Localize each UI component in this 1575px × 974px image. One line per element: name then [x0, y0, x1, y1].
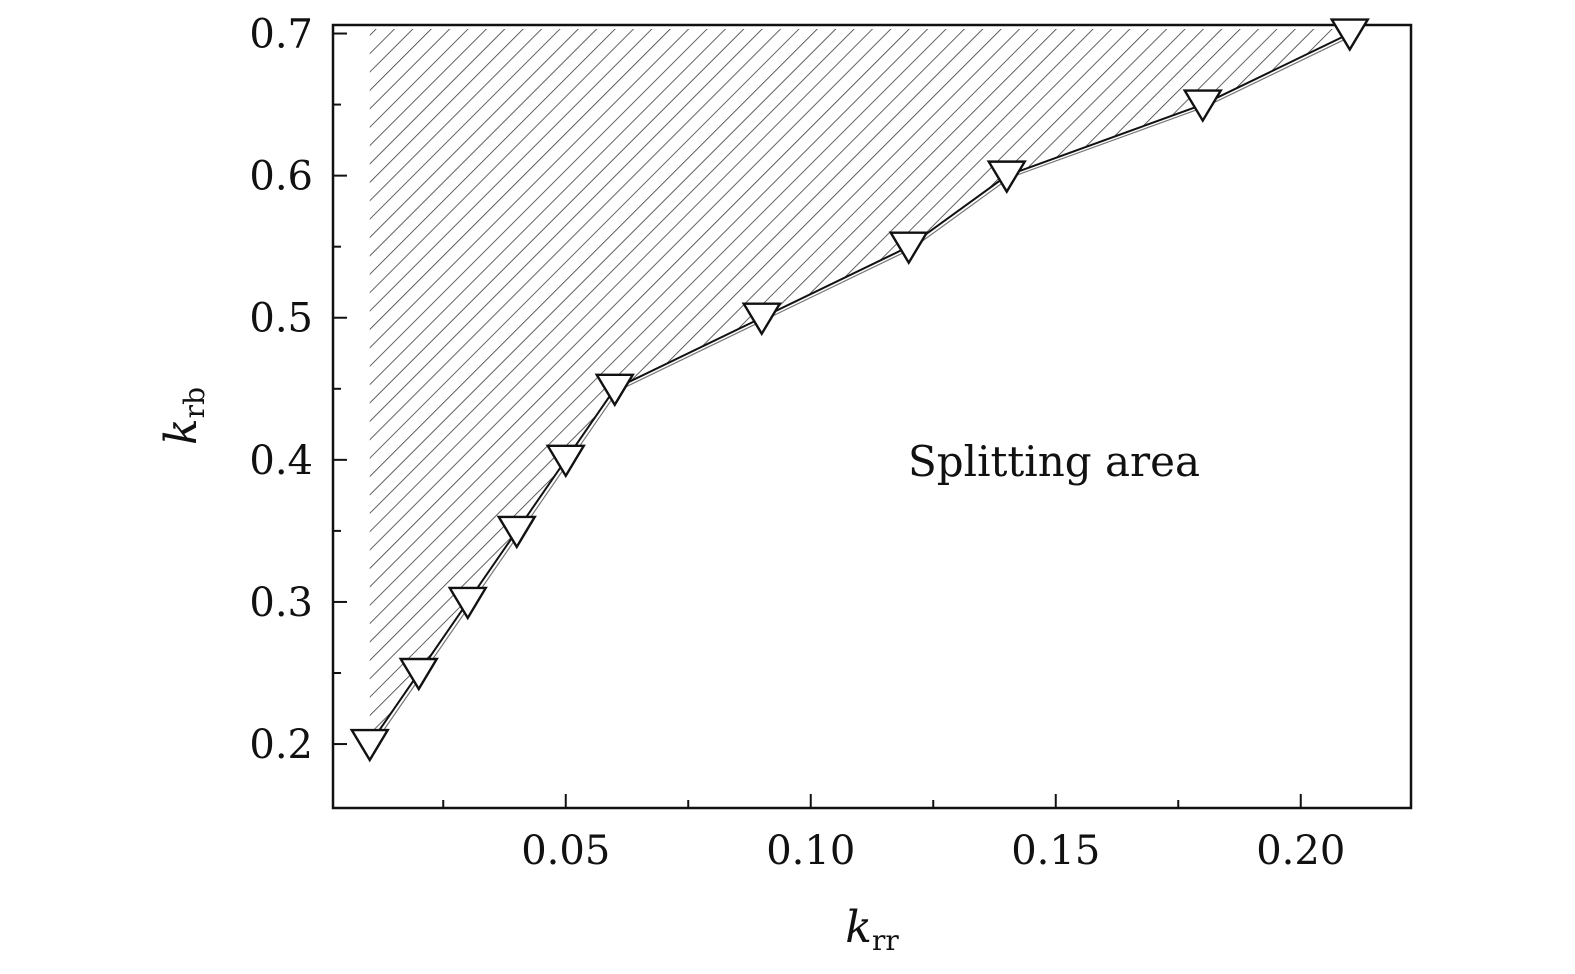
y-tick-label: 0.2 — [249, 722, 313, 768]
data-point-marker — [447, 586, 488, 621]
series-layer — [349, 18, 1370, 763]
x-tick-label: 0.05 — [521, 828, 610, 874]
data-point-marker — [741, 302, 782, 337]
minor-ticks — [333, 103, 1180, 808]
y-tick-label: 0.5 — [249, 296, 313, 342]
x-axis-title: krr — [845, 902, 899, 957]
x-tick-labels: 0.05 0.10 0.15 0.20 — [521, 828, 1345, 874]
x-tick-label: 0.15 — [1011, 828, 1100, 874]
annotation-splitting-area: Splitting area — [908, 437, 1200, 486]
hatched-region — [369, 29, 1350, 745]
data-point-marker — [888, 231, 929, 266]
y-axis-title-sub: rb — [178, 387, 211, 418]
y-tick-label: 0.7 — [249, 12, 313, 58]
data-point-marker — [398, 657, 439, 692]
major-ticks — [333, 32, 1302, 808]
y-tick-labels: 0.2 0.3 0.4 0.5 0.6 0.7 — [249, 12, 313, 769]
x-tick-label: 0.10 — [766, 828, 855, 874]
data-point-marker — [594, 373, 635, 408]
y-tick-label: 0.4 — [249, 438, 313, 484]
y-tick-label: 0.3 — [249, 580, 313, 626]
hatched-area — [369, 29, 1350, 745]
x-axis-title-main: k — [845, 902, 872, 953]
y-tick-label: 0.6 — [249, 154, 313, 200]
data-point-marker — [1329, 18, 1370, 52]
data-point-marker — [496, 515, 537, 550]
x-axis-title-sub: rr — [872, 924, 899, 957]
data-point-marker — [545, 444, 586, 479]
plot-frame — [331, 23, 1413, 810]
x-tick-label: 0.20 — [1256, 828, 1345, 874]
y-axis-title-main: k — [156, 418, 207, 445]
data-point-marker — [349, 728, 390, 763]
data-point-marker — [986, 160, 1027, 194]
data-point-marker — [1182, 89, 1223, 123]
y-axis-title: krb — [156, 387, 211, 445]
